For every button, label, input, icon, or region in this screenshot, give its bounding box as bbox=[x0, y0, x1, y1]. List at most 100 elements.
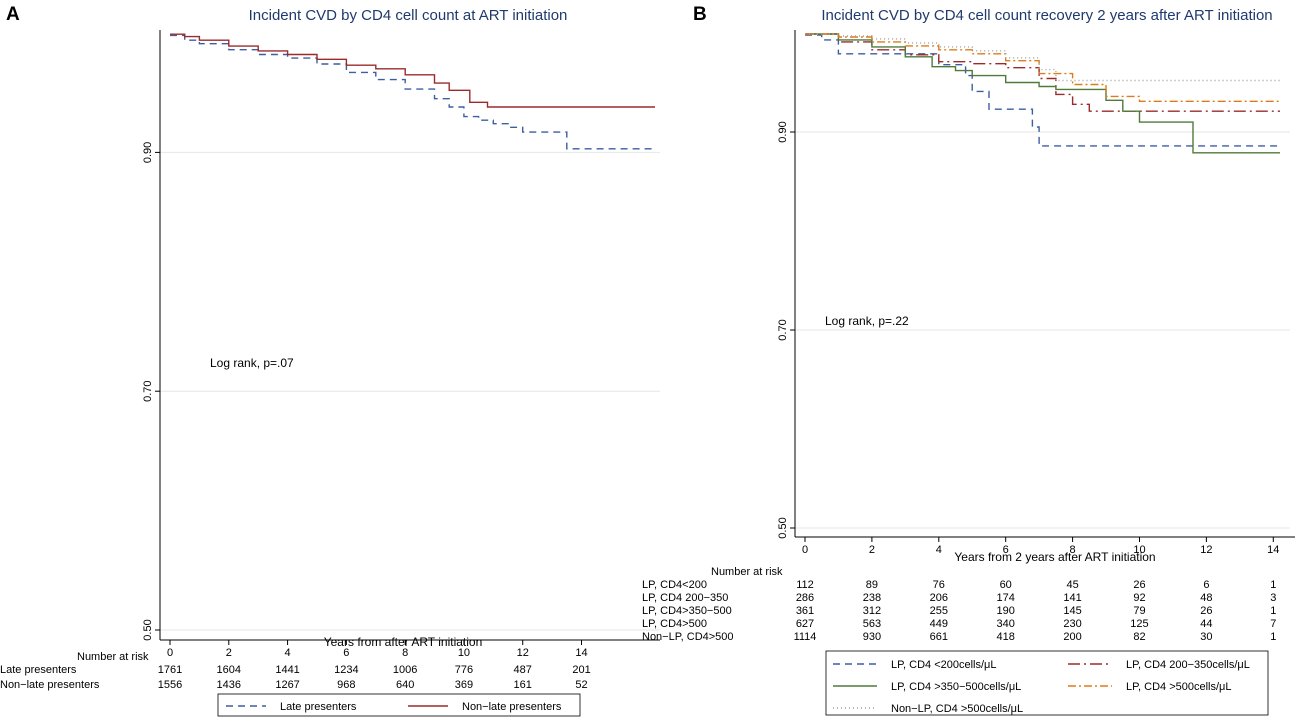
y-tick-label: 0.70 bbox=[142, 380, 154, 401]
x-tick-label: 4 bbox=[285, 647, 291, 659]
risk-value: 1114 bbox=[794, 631, 817, 643]
risk-row-label: LP, CD4 200−350 bbox=[642, 592, 728, 604]
panel-b-title: Incident CVD by CD4 cell count recovery … bbox=[821, 7, 1272, 24]
y-tick-label: 0.50 bbox=[142, 619, 154, 640]
risk-value: 661 bbox=[930, 631, 948, 643]
risk-value: 1556 bbox=[158, 679, 182, 691]
y-tick-label: 0.90 bbox=[777, 121, 789, 142]
risk-value: 45 bbox=[1066, 579, 1078, 591]
risk-row-label: LP, CD4>350−500 bbox=[642, 605, 732, 617]
x-tick-label: 6 bbox=[1003, 544, 1009, 556]
panel-a-logrank: Log rank, p=.07 bbox=[210, 356, 294, 370]
risk-value: 369 bbox=[455, 679, 473, 691]
risk-value: 776 bbox=[455, 664, 473, 676]
legend-label: LP, CD4 200−350cells/μL bbox=[1126, 659, 1250, 671]
panel-a-legend: Late presenters Non−late presenters bbox=[226, 701, 562, 713]
km-curve-b-2 bbox=[805, 33, 1280, 154]
legend-label: LP, CD4 >350−500cells/μL bbox=[891, 681, 1021, 693]
risk-value: 230 bbox=[1063, 618, 1081, 630]
panel-a-legend-box bbox=[217, 693, 581, 717]
legend-label: LP, CD4 >500cells/μL bbox=[1126, 681, 1232, 693]
risk-value: 145 bbox=[1063, 605, 1081, 617]
legend-label: LP, CD4 <200cells/μL bbox=[891, 659, 997, 671]
x-tick-label: 2 bbox=[226, 647, 232, 659]
panel-b-plot: 0.50 0.70 0.90 0 2 4 6 8 10 12 14 bbox=[777, 30, 1295, 556]
risk-value: 89 bbox=[866, 579, 878, 591]
km-curve-b-1 bbox=[805, 33, 1280, 112]
risk-value: 1 bbox=[1270, 579, 1276, 591]
panel-a-xlabel: Years from after ART initiation bbox=[324, 635, 483, 649]
risk-value: 92 bbox=[1133, 592, 1145, 604]
panel-b-legend-box bbox=[825, 650, 1269, 716]
risk-value: 190 bbox=[997, 605, 1015, 617]
risk-row-label: LP, CD4<200 bbox=[642, 579, 707, 591]
legend-label: Non−LP, CD4 >500cells/μL bbox=[891, 703, 1023, 715]
panel-b-logrank: Log rank, p=.22 bbox=[825, 314, 909, 328]
risk-value: 312 bbox=[863, 605, 881, 617]
y-tick-label: 0.50 bbox=[777, 517, 789, 538]
panel-b-legend: LP, CD4 <200cells/μL LP, CD4 200−350cells… bbox=[833, 659, 1250, 715]
risk-value: 112 bbox=[796, 579, 814, 591]
y-tick-label: 0.70 bbox=[777, 319, 789, 340]
risk-value: 640 bbox=[396, 679, 414, 691]
risk-value: 30 bbox=[1200, 631, 1212, 643]
risk-value: 968 bbox=[337, 679, 355, 691]
legend-label: Non−late presenters bbox=[462, 701, 562, 713]
risk-value: 1441 bbox=[275, 664, 299, 676]
risk-value: 286 bbox=[796, 592, 814, 604]
risk-row-label: Non−LP, CD4>500 bbox=[642, 631, 734, 643]
risk-value: 1006 bbox=[393, 664, 417, 676]
risk-value: 255 bbox=[930, 605, 948, 617]
risk-value: 200 bbox=[1063, 631, 1081, 643]
risk-value: 487 bbox=[514, 664, 532, 676]
x-tick-label: 14 bbox=[575, 647, 587, 659]
km-curve-a-0 bbox=[170, 34, 655, 150]
x-tick-label: 6 bbox=[343, 647, 349, 659]
km-curve-b-3 bbox=[805, 33, 1280, 102]
panel-b-risk-heading: Number at risk bbox=[711, 566, 783, 578]
risk-value: 1267 bbox=[275, 679, 299, 691]
x-tick-label: 2 bbox=[869, 544, 875, 556]
risk-value: 1761 bbox=[158, 664, 182, 676]
risk-value: 125 bbox=[1130, 618, 1148, 630]
x-tick-label: 8 bbox=[402, 647, 408, 659]
risk-value: 418 bbox=[997, 631, 1015, 643]
panel-a-label: A bbox=[6, 4, 20, 25]
risk-value: 161 bbox=[514, 679, 532, 691]
risk-value: 1 bbox=[1270, 631, 1276, 643]
risk-value: 201 bbox=[572, 664, 590, 676]
panel-a-title: Incident CVD by CD4 cell count at ART in… bbox=[249, 7, 568, 24]
risk-row-label: Non−late presenters bbox=[0, 679, 100, 691]
risk-value: 48 bbox=[1200, 592, 1212, 604]
risk-row-label: Late presenters bbox=[0, 664, 77, 676]
risk-value: 1436 bbox=[217, 679, 241, 691]
panel-a-risk-heading: Number at risk bbox=[77, 651, 149, 663]
x-tick-label: 10 bbox=[458, 647, 470, 659]
x-tick-label: 12 bbox=[517, 647, 529, 659]
risk-value: 76 bbox=[933, 579, 945, 591]
risk-value: 141 bbox=[1063, 592, 1081, 604]
risk-value: 206 bbox=[930, 592, 948, 604]
risk-row-label: LP, CD4>500 bbox=[642, 618, 707, 630]
risk-value: 44 bbox=[1200, 618, 1212, 630]
risk-value: 79 bbox=[1133, 605, 1145, 617]
x-tick-label: 4 bbox=[936, 544, 942, 556]
x-tick-label: 14 bbox=[1267, 544, 1279, 556]
risk-value: 7 bbox=[1270, 618, 1276, 630]
risk-value: 82 bbox=[1133, 631, 1145, 643]
km-curve-a-1 bbox=[170, 33, 655, 108]
risk-value: 26 bbox=[1200, 605, 1212, 617]
risk-value: 563 bbox=[863, 618, 881, 630]
risk-value: 930 bbox=[863, 631, 881, 643]
x-tick-label: 0 bbox=[167, 647, 173, 659]
km-curve-b-0 bbox=[805, 34, 1280, 147]
risk-value: 238 bbox=[863, 592, 881, 604]
panel-b-label: B bbox=[693, 4, 707, 25]
km-curve-b-4 bbox=[805, 33, 1280, 82]
risk-value: 6 bbox=[1203, 579, 1209, 591]
risk-value: 174 bbox=[997, 592, 1015, 604]
y-tick-label: 0.90 bbox=[142, 142, 154, 163]
risk-value: 340 bbox=[997, 618, 1015, 630]
legend-label: Late presenters bbox=[280, 701, 357, 713]
